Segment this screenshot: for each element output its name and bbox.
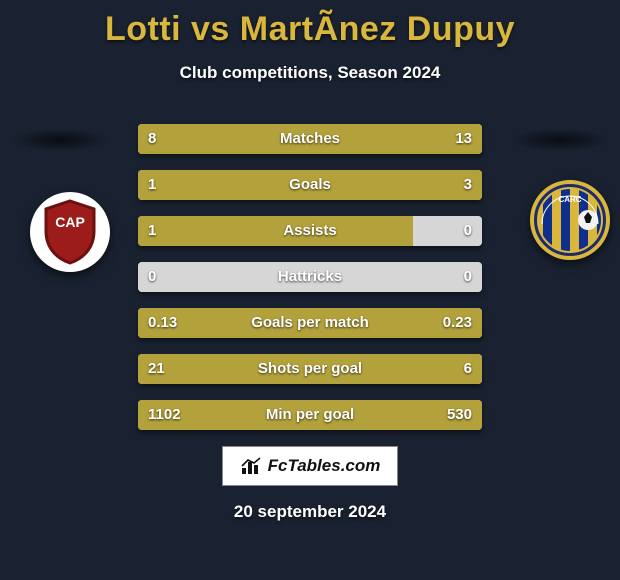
branding-text: FcTables.com (268, 456, 381, 476)
chart-icon (240, 456, 264, 476)
stats-bars-container: Matches813Goals13Assists10Hattricks00Goa… (138, 124, 482, 446)
stat-value-left: 8 (148, 124, 156, 154)
player-shadow-left (10, 128, 110, 152)
stat-label: Shots per goal (138, 354, 482, 384)
stat-value-left: 0.13 (148, 308, 177, 338)
stat-value-right: 6 (464, 354, 472, 384)
stat-label: Assists (138, 216, 482, 246)
stat-value-right: 530 (447, 400, 472, 430)
stat-bar: Matches8 13 (138, 124, 482, 154)
stat-value-left: 1102 (148, 400, 181, 430)
stat-bar: Goals per match0.13 0.23 (138, 308, 482, 338)
stat-label: Min per goal (138, 400, 482, 430)
svg-text:CAP: CAP (55, 214, 85, 230)
shield-icon: CAP (40, 197, 100, 267)
stat-bar: Goals1 3 (138, 170, 482, 200)
club-badge-right: CARC (530, 180, 610, 260)
player-shadow-right (510, 128, 610, 152)
stat-label: Hattricks (138, 262, 482, 292)
stat-value-left: 1 (148, 170, 156, 200)
stat-bar: Assists1 0 (138, 216, 482, 246)
stat-bar: Min per goal1102 530 (138, 400, 482, 430)
club-crest-icon: CARC (534, 184, 606, 256)
stat-value-right: 0 (464, 262, 472, 292)
stat-bar: Hattricks0 0 (138, 262, 482, 292)
stat-value-right: 3 (464, 170, 472, 200)
date-text: 20 september 2024 (0, 502, 620, 522)
stat-value-left: 1 (148, 216, 156, 246)
stat-value-left: 0 (148, 262, 156, 292)
stat-label: Goals (138, 170, 482, 200)
stat-label: Goals per match (138, 308, 482, 338)
stat-label: Matches (138, 124, 482, 154)
subtitle: Club competitions, Season 2024 (0, 63, 620, 83)
stat-value-left: 21 (148, 354, 165, 384)
stat-value-right: 0 (464, 216, 472, 246)
club-badge-left: CAP (30, 192, 110, 272)
svg-text:CARC: CARC (558, 195, 581, 204)
stat-value-right: 13 (455, 124, 472, 154)
stat-bar: Shots per goal21 6 (138, 354, 482, 384)
branding-box[interactable]: FcTables.com (222, 446, 398, 486)
page-title: Lotti vs MartÃnez Dupuy (0, 0, 620, 49)
stat-value-right: 0.23 (443, 308, 472, 338)
